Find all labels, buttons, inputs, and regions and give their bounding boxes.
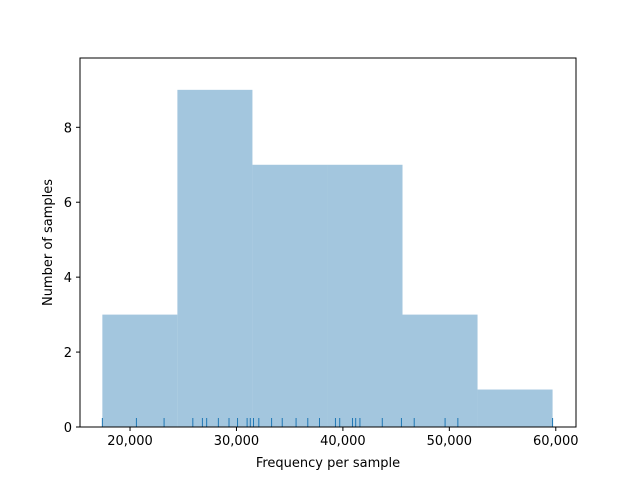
x-tick-label: 60,000 xyxy=(533,434,579,449)
bars-layer xyxy=(102,89,553,428)
y-tick-label: 8 xyxy=(64,121,72,136)
y-axis-label: Number of samples xyxy=(41,179,56,306)
x-tick-label: 50,000 xyxy=(427,434,473,449)
histogram-bar xyxy=(177,89,253,427)
y-tick-label: 6 xyxy=(64,196,72,211)
y-tick-label: 2 xyxy=(64,346,72,361)
y-tick-label: 0 xyxy=(64,421,72,436)
rug-layer xyxy=(101,418,554,427)
histogram-bar xyxy=(477,389,553,427)
histogram-bar xyxy=(402,314,478,427)
x-axis-label: Frequency per sample xyxy=(256,456,400,471)
x-tick-label: 40,000 xyxy=(320,434,366,449)
histogram-bar xyxy=(102,314,178,427)
y-tick-label: 4 xyxy=(64,271,72,286)
x-tick-label: 30,000 xyxy=(214,434,260,449)
x-tick-label: 20,000 xyxy=(107,434,153,449)
plot-frame xyxy=(79,57,577,428)
histogram-bar xyxy=(327,164,403,428)
histogram-bar xyxy=(252,164,328,428)
x-axis: 20,000 30,000 40,000 50,000 60,000 xyxy=(107,427,579,449)
y-axis: 0 2 4 6 8 xyxy=(64,121,80,436)
